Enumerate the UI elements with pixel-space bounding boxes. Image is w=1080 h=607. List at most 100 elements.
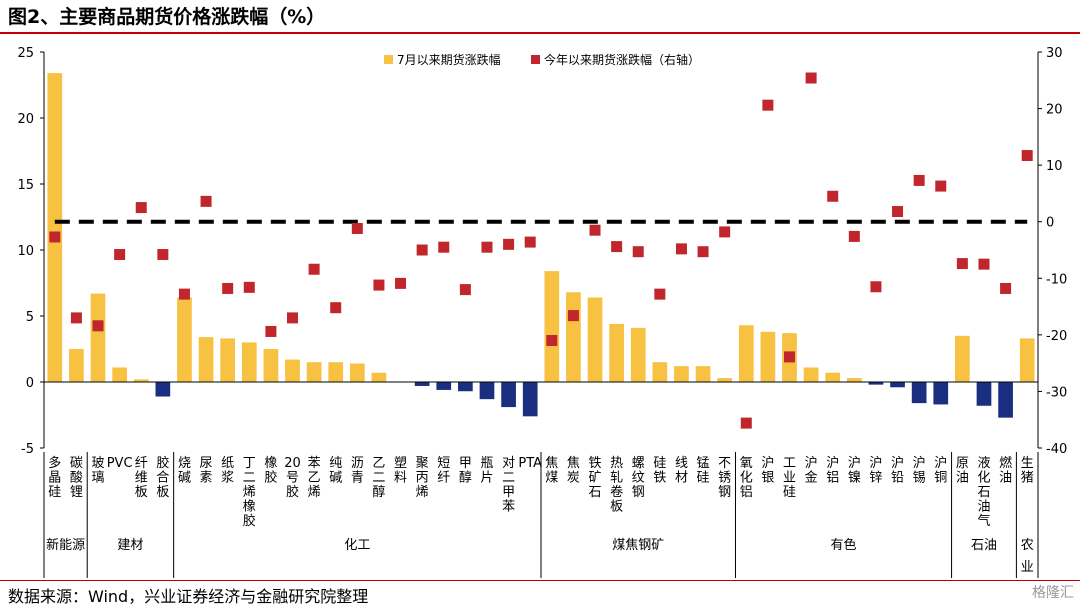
right-tick-label: -30 [1046, 385, 1067, 400]
bar-液化石油气 [976, 382, 992, 406]
bar-沪镍 [846, 378, 862, 382]
left-tick-label: 0 [26, 376, 34, 391]
bar-不锈钢 [717, 378, 733, 382]
group-label-新能源: 新能源 [46, 537, 85, 553]
marker-沪镍 [848, 230, 860, 242]
group-label-化工: 化工 [344, 538, 370, 553]
bar-橡胶 [263, 349, 279, 382]
bar-沪银 [760, 331, 776, 382]
category-label-纤维板: 纤维板 [135, 456, 148, 500]
left-tick-label: 20 [17, 112, 34, 127]
category-label-尿素: 尿素 [200, 456, 213, 486]
category-label-玻璃: 玻璃 [92, 456, 105, 486]
category-label-原油: 原油 [956, 456, 969, 486]
category-label-沪金: 沪金 [805, 455, 818, 486]
bar-PVC [112, 367, 127, 382]
marker-多晶硅 [49, 231, 61, 243]
category-label-纸浆: 纸浆 [221, 456, 234, 486]
commodity-futures-chart: -50510152025-40-30-20-100102030多晶硅碳酸锂玻璃P… [17, 46, 1067, 578]
category-label-PTA: PTA [518, 456, 542, 471]
category-label-20号胶: 20 号胶 [284, 456, 301, 500]
bar-沪锌 [868, 382, 884, 385]
marker-硅铁 [654, 288, 666, 300]
category-label-乙二醇: 乙二醇 [372, 456, 385, 500]
bar-对二甲苯 [501, 382, 516, 408]
right-tick-label: -20 [1046, 329, 1067, 344]
marker-不锈钢 [719, 226, 731, 238]
marker-焦炭 [567, 310, 579, 322]
marker-焦煤 [546, 335, 558, 347]
category-label-沪铅: 沪铅 [891, 455, 904, 486]
group-label-农业: 农业 [1021, 538, 1034, 575]
group-label-建材: 建材 [117, 538, 143, 553]
right-tick-label: 0 [1046, 216, 1054, 231]
category-label-不锈钢: 不锈钢 [718, 456, 731, 500]
marker-热轧卷板 [611, 241, 623, 253]
category-label-铁矿石: 铁矿石 [589, 456, 602, 500]
bar-燃油 [998, 382, 1013, 418]
left-tick-label: -5 [21, 442, 34, 457]
legend-swatch-marker [531, 55, 540, 64]
category-label-生猪: 生猪 [1021, 456, 1034, 486]
bar-氧化铝 [738, 325, 754, 382]
marker-瓶片 [481, 241, 493, 253]
category-label-焦煤: 焦煤 [545, 456, 558, 486]
bar-沪铜 [933, 382, 949, 405]
category-label-橡胶: 橡胶 [264, 456, 277, 486]
category-label-液化石油气: 液化石油气 [977, 456, 990, 529]
category-label-苯乙烯: 苯乙烯 [308, 456, 321, 500]
bar-PTA [522, 382, 538, 417]
bar-短纤 [436, 382, 452, 390]
category-label-碳酸锂: 碳酸锂 [70, 456, 83, 500]
group-label-煤焦钢矿: 煤焦钢矿 [612, 538, 664, 553]
bar-铁矿石 [587, 297, 603, 382]
bar-沥青 [349, 363, 365, 382]
bar-丁二烯橡胶 [241, 342, 257, 382]
bar-多晶硅 [47, 73, 63, 382]
marker-烧碱 [178, 288, 190, 300]
bar-苯乙烯 [306, 362, 322, 382]
bar-乙二醇 [371, 372, 387, 382]
bar-硅铁 [652, 362, 668, 382]
category-label-对二甲苯: 对二甲苯 [502, 456, 515, 515]
category-label-锰硅: 锰硅 [697, 456, 710, 486]
watermark-logo: 格隆汇 [1032, 585, 1074, 601]
bar-烧碱 [177, 297, 192, 382]
marker-丁二烯橡胶 [243, 281, 255, 293]
bar-20号胶 [285, 359, 300, 382]
marker-线材 [675, 243, 687, 255]
marker-工业硅 [784, 351, 795, 363]
category-label-聚丙烯: 聚丙烯 [416, 456, 429, 500]
category-label-纯碱: 纯碱 [329, 456, 342, 486]
marker-PTA [524, 236, 536, 248]
marker-生猪 [1021, 150, 1033, 162]
marker-液化石油气 [978, 258, 990, 270]
category-label-丁二烯橡胶: 丁二烯橡胶 [243, 456, 256, 529]
category-label-工业硅: 工业硅 [783, 456, 796, 500]
bar-纯碱 [328, 362, 344, 382]
marker-螺纹钢 [632, 246, 644, 258]
bar-纤维板 [133, 379, 149, 382]
category-label-热轧卷板: 热轧卷板 [610, 456, 623, 515]
bar-碳酸锂 [69, 349, 84, 382]
marker-纸浆 [222, 282, 234, 294]
bar-螺纹钢 [630, 327, 646, 382]
title-rule [0, 32, 1080, 34]
marker-胶合板 [157, 249, 169, 261]
bar-尿素 [198, 337, 214, 382]
category-label-线材: 线材 [675, 456, 688, 486]
marker-甲醇 [459, 284, 471, 296]
category-label-短纤: 短纤 [437, 456, 450, 486]
right-tick-label: -10 [1046, 272, 1067, 287]
category-label-沪铝: 沪铝 [826, 455, 839, 486]
bar-甲醇 [458, 382, 473, 392]
category-label-螺纹钢: 螺纹钢 [632, 456, 645, 500]
bar-焦炭 [566, 292, 581, 382]
bar-线材 [674, 366, 689, 382]
marker-沪铜 [935, 180, 947, 192]
marker-沪锡 [913, 174, 925, 186]
marker-沪锌 [870, 281, 882, 293]
marker-乙二醇 [373, 279, 385, 291]
marker-聚丙烯 [416, 244, 428, 256]
category-label-塑料: 塑料 [394, 456, 407, 486]
